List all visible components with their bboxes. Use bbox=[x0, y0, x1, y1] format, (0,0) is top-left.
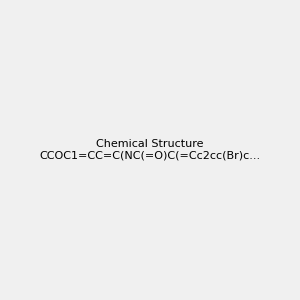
Text: Chemical Structure
CCOC1=CC=C(NC(=O)C(=Cc2cc(Br)c...: Chemical Structure CCOC1=CC=C(NC(=O)C(=C… bbox=[39, 139, 261, 161]
